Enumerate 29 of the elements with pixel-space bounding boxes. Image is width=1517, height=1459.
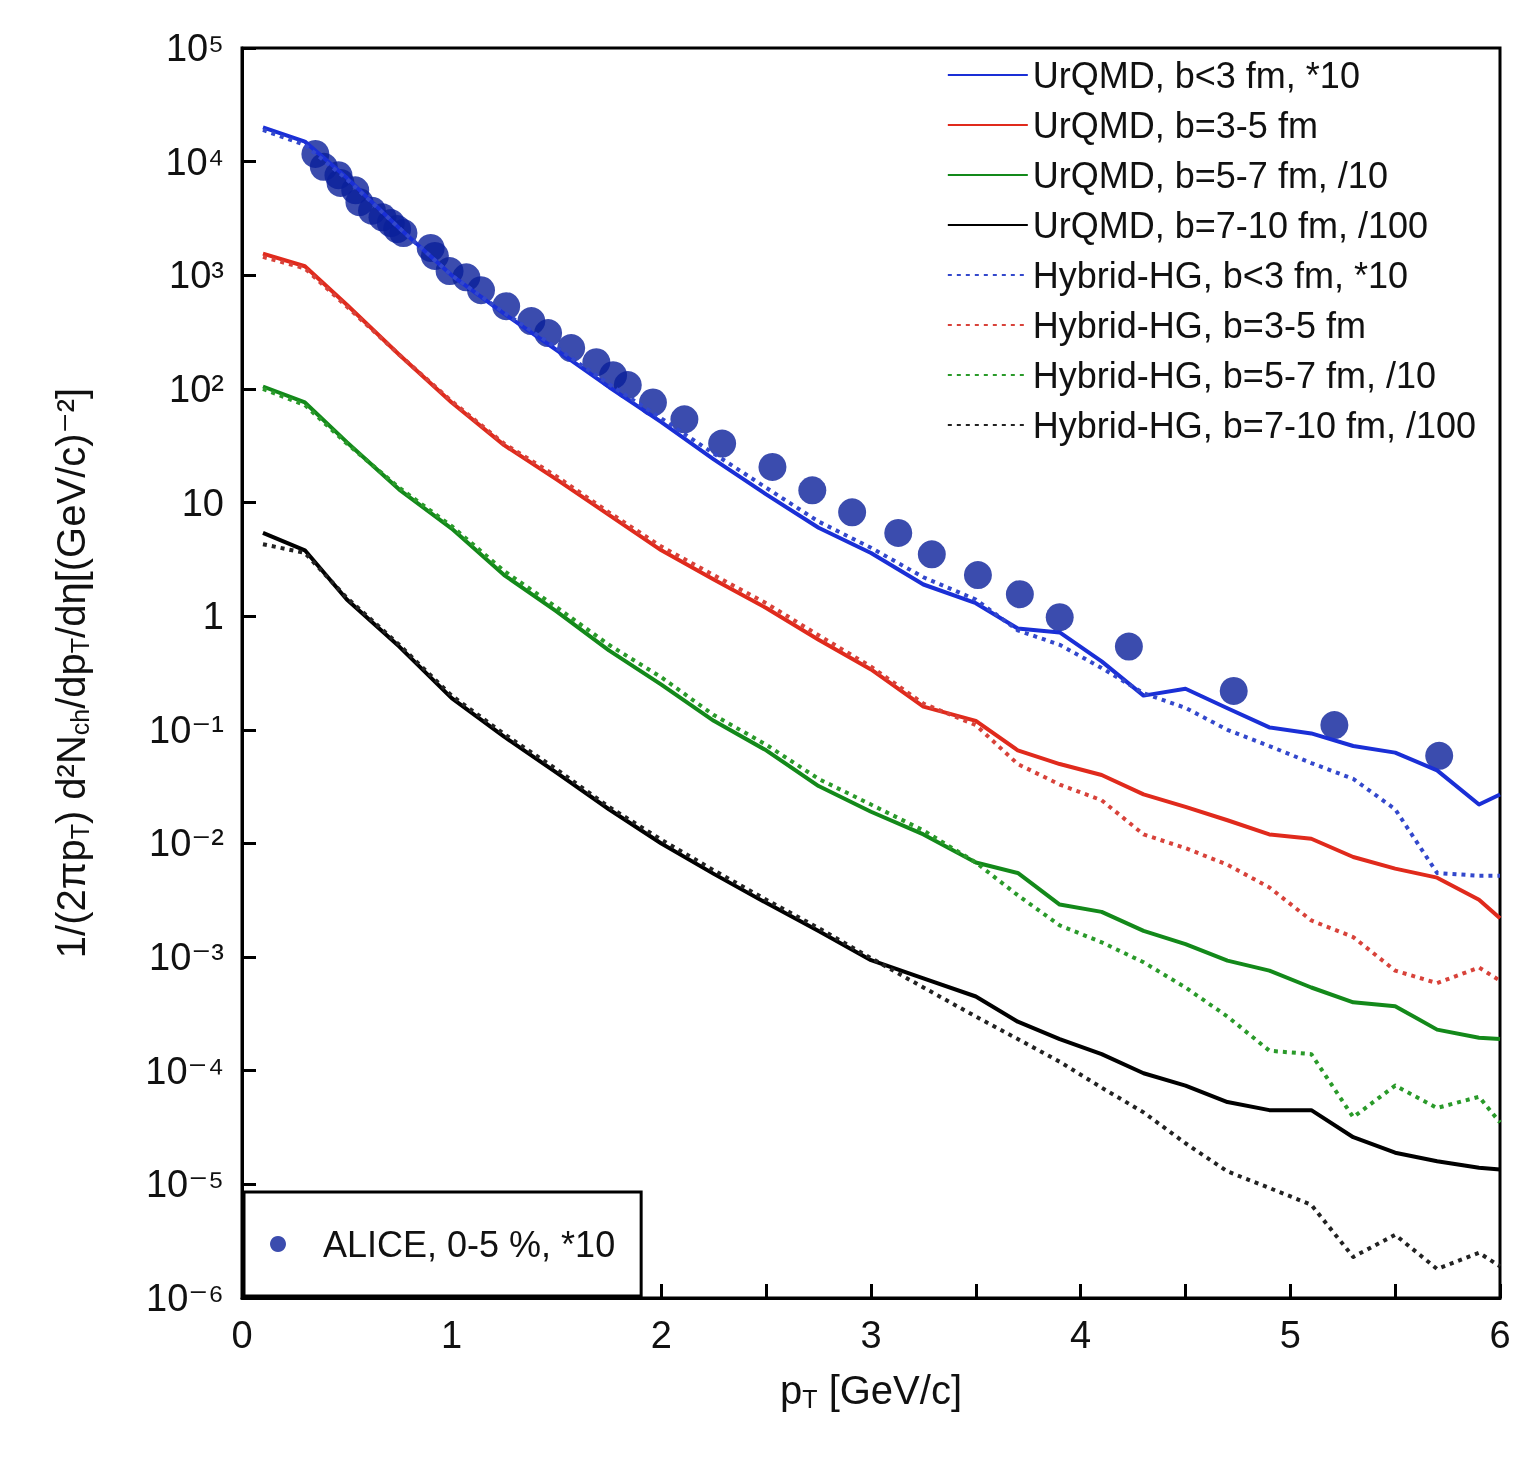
legend-label: UrQMD, b=3-5 fm [1032, 104, 1318, 146]
y-tick-label: 1 [202, 595, 224, 638]
y-tick-label: 10⁴ [165, 140, 224, 183]
x-tick-label: 3 [860, 1314, 882, 1356]
y-tick-label: 10⁻¹ [149, 708, 224, 751]
y-tick-label: 10⁻² [149, 822, 224, 865]
x-tick-label: 0 [231, 1314, 253, 1356]
legend-label: Hybrid-HG, b=3-5 fm [1032, 304, 1366, 346]
legend-label: UrQMD, b<3 fm, *10 [1032, 54, 1360, 96]
y-tick-label: 10⁵ [165, 27, 224, 69]
x-tick-label: 6 [1489, 1314, 1511, 1356]
y-tick-label: 10³ [169, 254, 224, 297]
y-tick-label: 10⁻³ [149, 936, 224, 979]
y-axis-title: 1/(2πpT) d²Nch/dpT/dη[(GeV/c)⁻²] [48, 387, 94, 959]
legend-label: Hybrid-HG, b=5-7 fm, /10 [1032, 354, 1436, 396]
y-tick-label: 10² [169, 367, 224, 410]
y-tick-label: 10⁻⁶ [146, 1277, 224, 1319]
legend-label: Hybrid-HG, b<3 fm, *10 [1032, 254, 1408, 296]
x-tick-label: 4 [1070, 1314, 1092, 1356]
legend-label: UrQMD, b=5-7 fm, /10 [1032, 154, 1388, 196]
x-tick-label: 5 [1279, 1314, 1301, 1356]
y-tick-label: 10⁻⁵ [145, 1163, 224, 1206]
x-tick-label: 1 [441, 1314, 463, 1356]
x-tick-label: 2 [650, 1314, 672, 1356]
legend-label: UrQMD, b=7-10 fm, /100 [1032, 204, 1428, 246]
y-tick-label: 10⁻⁴ [145, 1049, 224, 1092]
legend-label: ALICE, 0-5 %, *10 [323, 1223, 616, 1265]
legend-label: Hybrid-HG, b=7-10 fm, /100 [1032, 404, 1477, 446]
y-tick-label: 10 [181, 481, 224, 524]
